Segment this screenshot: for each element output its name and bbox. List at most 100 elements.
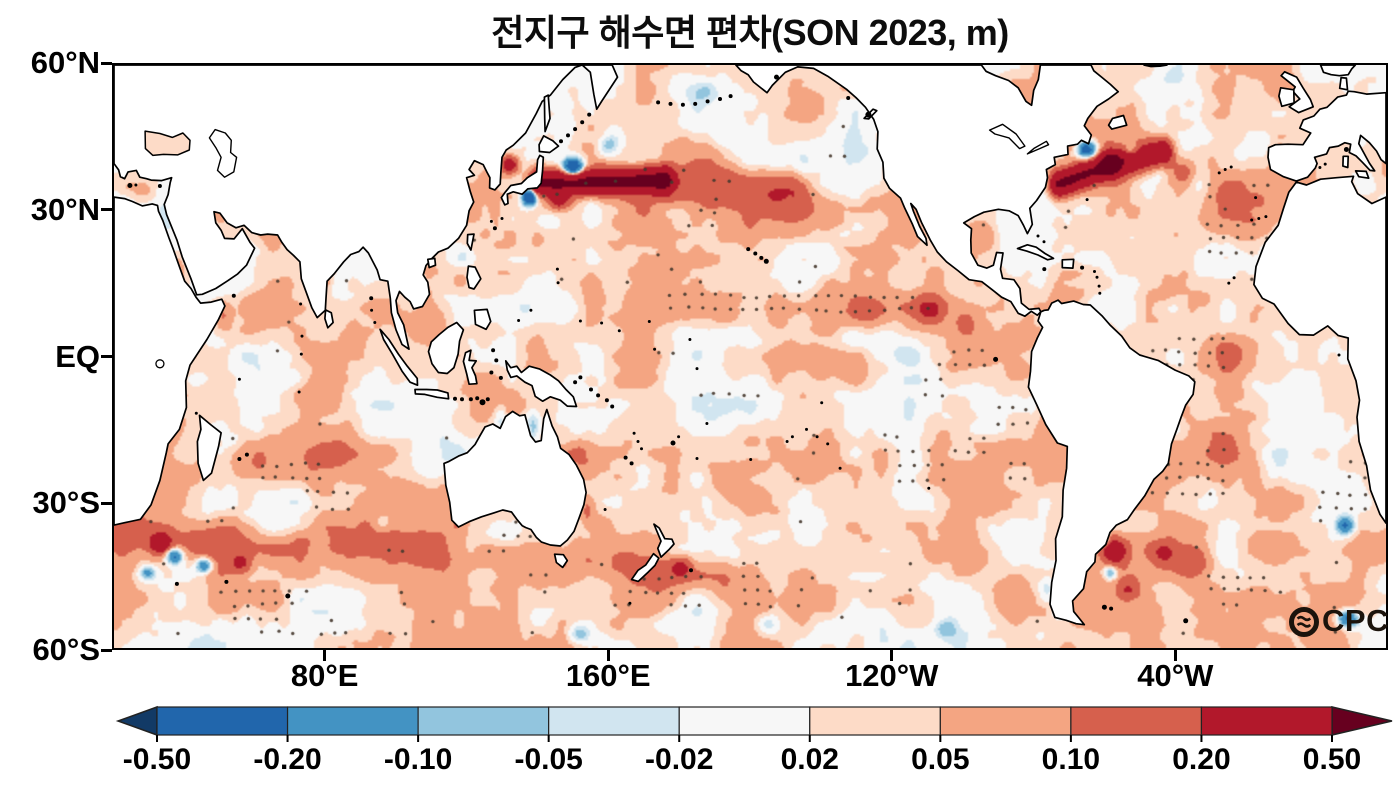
x-tick-mark [323,650,327,661]
island-speck [479,399,486,406]
landmass [1253,175,1386,524]
island-speck [127,183,133,188]
landmass [1016,243,1055,261]
lake [208,128,238,178]
y-tick-label: 60°S [32,632,100,667]
landmass [1143,65,1168,68]
island-speck [629,461,634,466]
island-speck [489,370,494,375]
island-speck [693,101,698,106]
island-speck [369,296,374,301]
island-speck [1095,275,1099,279]
island-speck [517,319,521,322]
island-speck [688,338,692,341]
island-speck [790,435,794,439]
island-speck [1042,267,1047,272]
island-speck [596,393,601,398]
landmass [114,65,619,351]
island-speck [1042,240,1046,244]
island-speck [805,427,808,431]
island-speck [373,321,377,324]
colorbar-segment [939,706,1072,736]
landmass [414,388,450,400]
island-speck [677,435,681,439]
island-speck [1264,215,1268,219]
colorbar-tick-label: 0.20 [1172,743,1231,776]
island-speck [763,258,769,264]
island-speck [244,452,249,457]
colorbar-tick-label: -0.20 [253,743,322,776]
island-speck [1227,281,1231,285]
landmass [1354,170,1370,180]
island-speck [1257,217,1261,220]
colorbar-segment [417,706,550,736]
island-speck [587,112,592,117]
island-speck [600,321,604,325]
island-speck [993,356,999,362]
colorbar-tick-label: -0.50 [122,743,192,776]
island-speck [134,183,138,187]
island-speck [174,581,179,586]
island-speck [759,255,764,260]
island-speck [628,601,632,605]
x-tick-label: 120°W [845,658,939,693]
island-speck [1229,165,1233,169]
island-speck [573,127,578,132]
landmass [1280,70,1315,114]
y-tick-mark [101,61,112,65]
x-tick-label: 160°E [565,658,651,693]
island-speck [489,219,493,223]
island-speck [680,102,685,107]
island-speck [485,397,490,402]
island-speck [1217,171,1221,175]
island-speck [656,100,661,105]
landmass [653,523,675,558]
y-tick-label: 30°N [30,191,100,227]
island-speck [559,139,563,144]
y-tick-mark [101,208,112,212]
island-speck [297,390,301,394]
coastline-svg [114,65,1386,626]
landmass [466,265,482,290]
island-speck [1080,265,1085,270]
island-speck [566,133,570,138]
island-speck [370,308,374,312]
island-speck [746,247,751,252]
island-speck [785,440,789,443]
map-plot [112,63,1388,650]
landmass [735,65,1120,318]
island-speck [603,508,607,511]
island-speck [1093,270,1096,273]
colorbar-segment [548,706,680,736]
island-speck [285,593,291,599]
landmass [538,135,560,154]
island-speck [231,293,236,298]
island-speck [826,442,830,446]
island-speck [578,319,582,323]
landmass [1267,90,1386,182]
x-tick-mark [1173,650,1177,661]
landmass [427,321,465,375]
landmass [462,349,478,386]
island-speck [705,99,710,104]
island-speck [1109,606,1114,611]
island-speck [604,398,609,403]
y-tick-mark [101,355,112,358]
island-speck [689,568,693,573]
island-speck [1323,162,1327,166]
island-speck [194,411,198,415]
ocpc-wave-o-icon [1289,607,1319,637]
island-speck [1085,198,1089,202]
island-speck [753,251,758,256]
island-speck [774,74,779,80]
island-speck [1098,291,1102,295]
island-speck [475,396,480,401]
landmass [443,408,587,547]
colorbar-tick-label: 0.50 [1302,743,1362,776]
island-speck [224,579,229,584]
island-speck [1101,604,1107,610]
island-speck [589,387,593,392]
island-speck [617,329,621,333]
landmass [1027,299,1196,626]
